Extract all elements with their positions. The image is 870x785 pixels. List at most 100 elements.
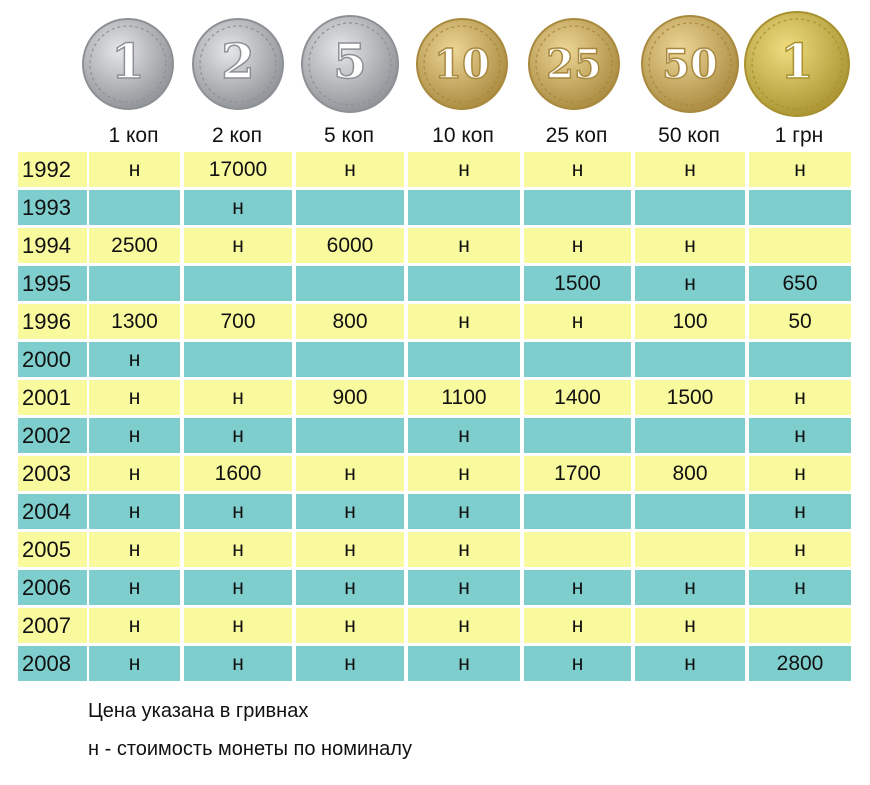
price-cell: н [408, 532, 520, 567]
price-cell: н [296, 152, 404, 187]
price-cell [296, 190, 404, 225]
price-currency-note: Цена указана в гривнах [88, 700, 309, 722]
price-cell [524, 494, 631, 529]
coin-2-emblem: 2 [221, 34, 254, 90]
price-cell [524, 418, 631, 453]
year-cell: 2008 [18, 646, 87, 681]
coin-7-label: 1 грн [774, 124, 824, 147]
price-cell: н [89, 570, 180, 605]
price-cell: н [296, 570, 404, 605]
price-cell: 800 [296, 304, 404, 339]
price-cell: н [184, 532, 292, 567]
price-cell: н [749, 494, 851, 529]
coin-1-label: 1 коп [108, 124, 159, 147]
coin-1-image: 1 [82, 18, 174, 110]
price-cell: 100 [635, 304, 745, 339]
year-cell: 2002 [18, 418, 87, 453]
price-cell: н [635, 228, 745, 263]
price-cell [296, 266, 404, 301]
price-cell: н [89, 342, 180, 377]
price-cell: н [184, 190, 292, 225]
price-cell: н [524, 228, 631, 263]
price-cell: н [89, 456, 180, 491]
price-cell: н [749, 456, 851, 491]
price-cell: 650 [749, 266, 851, 301]
price-cell: н [184, 380, 292, 415]
price-cell: н [635, 570, 745, 605]
price-cell [89, 190, 180, 225]
price-cell: н [749, 570, 851, 605]
price-cell [635, 418, 745, 453]
coin-2-label: 2 коп [212, 124, 262, 147]
price-cell: 1300 [89, 304, 180, 339]
year-cell: 2001 [18, 380, 87, 415]
price-cell: 1400 [524, 380, 631, 415]
price-cell: н [184, 494, 292, 529]
price-cell [749, 342, 851, 377]
price-cell: н [296, 494, 404, 529]
nominal-legend-note: н - стоимость монеты по номиналу [88, 738, 412, 760]
coin-4-emblem: 10 [434, 41, 490, 88]
price-cell: н [184, 570, 292, 605]
price-cell: н [749, 152, 851, 187]
price-cell [184, 342, 292, 377]
year-cell: 1994 [18, 228, 87, 263]
coin-6-label: 50 коп [658, 124, 720, 147]
price-cell [408, 266, 520, 301]
coin-3-label: 5 коп [324, 124, 374, 147]
price-cell: 2500 [89, 228, 180, 263]
price-cell [635, 494, 745, 529]
price-cell: н [89, 152, 180, 187]
price-cell: 800 [635, 456, 745, 491]
price-cell: н [89, 608, 180, 643]
price-cell [635, 532, 745, 567]
year-cell: 2005 [18, 532, 87, 567]
coin-5-emblem: 25 [546, 41, 602, 88]
coin-6-emblem: 50 [662, 41, 718, 88]
price-cell: н [184, 418, 292, 453]
price-cell: н [89, 532, 180, 567]
price-cell: 1500 [635, 380, 745, 415]
price-cell: 1700 [524, 456, 631, 491]
price-cell: 1500 [524, 266, 631, 301]
price-cell [635, 342, 745, 377]
price-cell: н [89, 646, 180, 681]
price-cell: н [524, 646, 631, 681]
coin-7-image: 1 [744, 11, 850, 117]
price-cell [524, 532, 631, 567]
price-cell: н [184, 646, 292, 681]
price-cell [296, 418, 404, 453]
price-cell [89, 266, 180, 301]
price-cell: н [408, 456, 520, 491]
price-cell: н [408, 228, 520, 263]
price-cell: 1100 [408, 380, 520, 415]
price-cell: н [408, 494, 520, 529]
price-cell: н [89, 418, 180, 453]
coin-images-row: 1 2 5 10 25 50 1 [82, 11, 850, 117]
coin-3-emblem: 5 [333, 34, 366, 90]
price-cell: н [635, 266, 745, 301]
coin-6-image: 50 [641, 15, 739, 113]
coin-5-image: 25 [528, 18, 620, 110]
price-cell [749, 190, 851, 225]
coin-4-label: 10 коп [432, 124, 494, 147]
price-cell: н [524, 304, 631, 339]
price-cell: н [749, 380, 851, 415]
year-cell: 2007 [18, 608, 87, 643]
price-cell: 900 [296, 380, 404, 415]
year-cell: 1993 [18, 190, 87, 225]
price-cell: н [408, 646, 520, 681]
price-cell: н [635, 152, 745, 187]
year-cell: 1995 [18, 266, 87, 301]
coin-2-image: 2 [192, 18, 284, 110]
price-cell: н [184, 608, 292, 643]
coin-3-image: 5 [301, 15, 399, 113]
price-cell [408, 190, 520, 225]
price-cell: 50 [749, 304, 851, 339]
price-cell: н [89, 380, 180, 415]
price-cell: н [408, 570, 520, 605]
price-cell: н [184, 228, 292, 263]
coin-4-image: 10 [416, 18, 508, 110]
price-cell [184, 266, 292, 301]
price-cell: н [296, 532, 404, 567]
